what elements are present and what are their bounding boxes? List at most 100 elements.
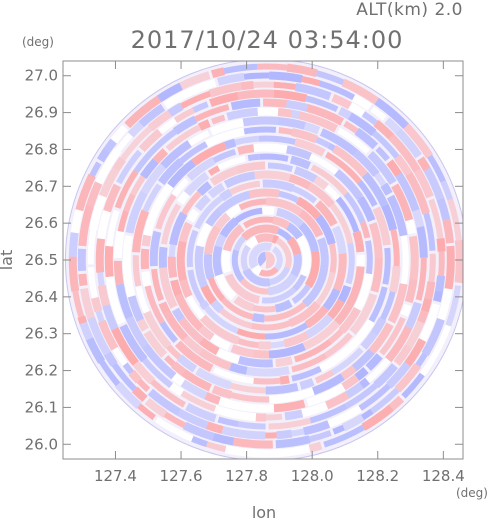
field-arc-segment <box>115 283 134 320</box>
field-arc-segment <box>294 138 326 157</box>
field-arc-segment <box>259 153 289 162</box>
field-arc-segment <box>294 83 332 101</box>
y-tick-label: 26.2 <box>25 362 58 380</box>
field-arc-segment <box>368 286 388 323</box>
field-arc-segment <box>379 291 396 321</box>
field-arc-segment <box>113 230 125 259</box>
field-arc-segment <box>418 303 440 342</box>
field-arc-segment <box>438 251 445 277</box>
field-arc-segment <box>266 197 304 217</box>
y-tick-label: 26.6 <box>25 214 58 232</box>
field-arc-segment <box>305 313 334 339</box>
field-arc-segment <box>343 191 366 224</box>
field-arc-segment <box>163 411 187 429</box>
field-arc-segment <box>197 78 217 92</box>
x-tick-label: 128.0 <box>291 467 334 485</box>
field-arc-segment <box>404 338 427 367</box>
field-arc-segment <box>75 173 96 212</box>
field-arc-segment <box>207 277 226 302</box>
field-arc-segment <box>264 301 307 322</box>
field-arc-segment <box>164 355 176 367</box>
field-arc-segment <box>136 378 151 393</box>
x-tick-label: 127.8 <box>225 467 268 485</box>
field-arc-segment <box>125 190 148 234</box>
field-arc-segment <box>186 229 199 268</box>
field-arc-segment <box>109 295 126 325</box>
field-arc-segment <box>264 322 309 340</box>
x-unit-label: (deg) <box>456 486 488 500</box>
field-arc-segment <box>327 404 363 428</box>
field-arc-segment <box>252 349 270 359</box>
field-arc-segment <box>199 314 240 345</box>
field-arc-segment <box>454 239 463 284</box>
field-arc-segment <box>442 219 454 244</box>
field-arc-segment <box>171 361 186 376</box>
field-arc-segment <box>331 347 364 375</box>
field-arc-segment <box>298 222 319 253</box>
field-arc-segment <box>317 237 329 270</box>
field-arc-segment <box>358 383 391 411</box>
field-arc-segment <box>285 145 312 161</box>
field-arc-segment <box>210 67 226 79</box>
field-arc-segment <box>370 387 400 414</box>
field-arc-segment <box>103 138 117 153</box>
field-arc-segment <box>373 119 395 140</box>
field-arc-segment <box>106 209 120 247</box>
field-arc-segment <box>371 130 400 159</box>
field-arc-segment <box>251 448 270 458</box>
field-arc-segment <box>361 171 389 208</box>
field-arc-segment <box>217 155 246 171</box>
field-arc-segment <box>324 151 362 184</box>
field-arc-segment <box>158 117 178 135</box>
field-arc-segment <box>374 97 409 130</box>
field-arc-segment <box>223 224 245 252</box>
field-arc-segment <box>421 317 445 357</box>
field-arc-segment <box>385 361 411 389</box>
field-arc-segment <box>275 207 305 228</box>
field-arc-segment <box>334 303 353 326</box>
field-arc-segment <box>424 281 436 300</box>
field-arc-segment <box>208 82 242 98</box>
field-arc-segment <box>324 332 353 359</box>
field-arc-segment <box>318 80 356 101</box>
field-arc-segment <box>77 315 88 325</box>
field-arc-segment <box>204 392 221 405</box>
field-arc-segment <box>285 99 309 112</box>
field-arc-segment <box>440 180 453 201</box>
field-arc-segment <box>373 363 398 389</box>
altitude-label: ALT(km) 2.0 <box>356 0 463 20</box>
field-arc-segment <box>302 319 341 351</box>
field-arc-segment <box>305 95 339 113</box>
field-arc-segment <box>360 331 378 350</box>
field-arc-segment <box>279 375 290 385</box>
field-arc-segment <box>416 226 428 258</box>
field-arc-segment <box>278 190 300 203</box>
field-arc-segment <box>273 89 308 103</box>
field-arc-segment <box>155 193 177 230</box>
field-arc-segment <box>156 82 183 103</box>
field-arc-segment <box>401 372 425 399</box>
field-arc-segment <box>214 212 231 230</box>
x-tick-label: 127.4 <box>94 467 137 485</box>
field-arc-segment <box>161 203 182 245</box>
field-arc-segment <box>230 344 255 358</box>
field-arc-segment <box>163 310 189 341</box>
y-tick-label: 26.8 <box>25 140 58 158</box>
x-tick-label: 127.6 <box>160 467 203 485</box>
field-arc-segment <box>124 95 162 129</box>
field-arc-segment <box>236 328 266 340</box>
field-arc-segment <box>265 382 299 395</box>
field-arc-segment <box>183 171 210 197</box>
field-arc-segment <box>209 334 231 351</box>
field-arc-segment <box>400 303 412 317</box>
field-arc-segment <box>138 103 166 128</box>
field-arc-segment <box>122 235 133 272</box>
field-arc-segment <box>199 300 210 310</box>
field-arc-segment <box>99 167 120 198</box>
field-arc-segment <box>95 238 106 273</box>
field-arc-segment <box>95 147 122 185</box>
field-arc-segment <box>268 342 306 359</box>
field-arc-segment <box>194 245 208 288</box>
field-arc-segment <box>209 91 239 107</box>
field-arc-segment <box>120 125 153 161</box>
